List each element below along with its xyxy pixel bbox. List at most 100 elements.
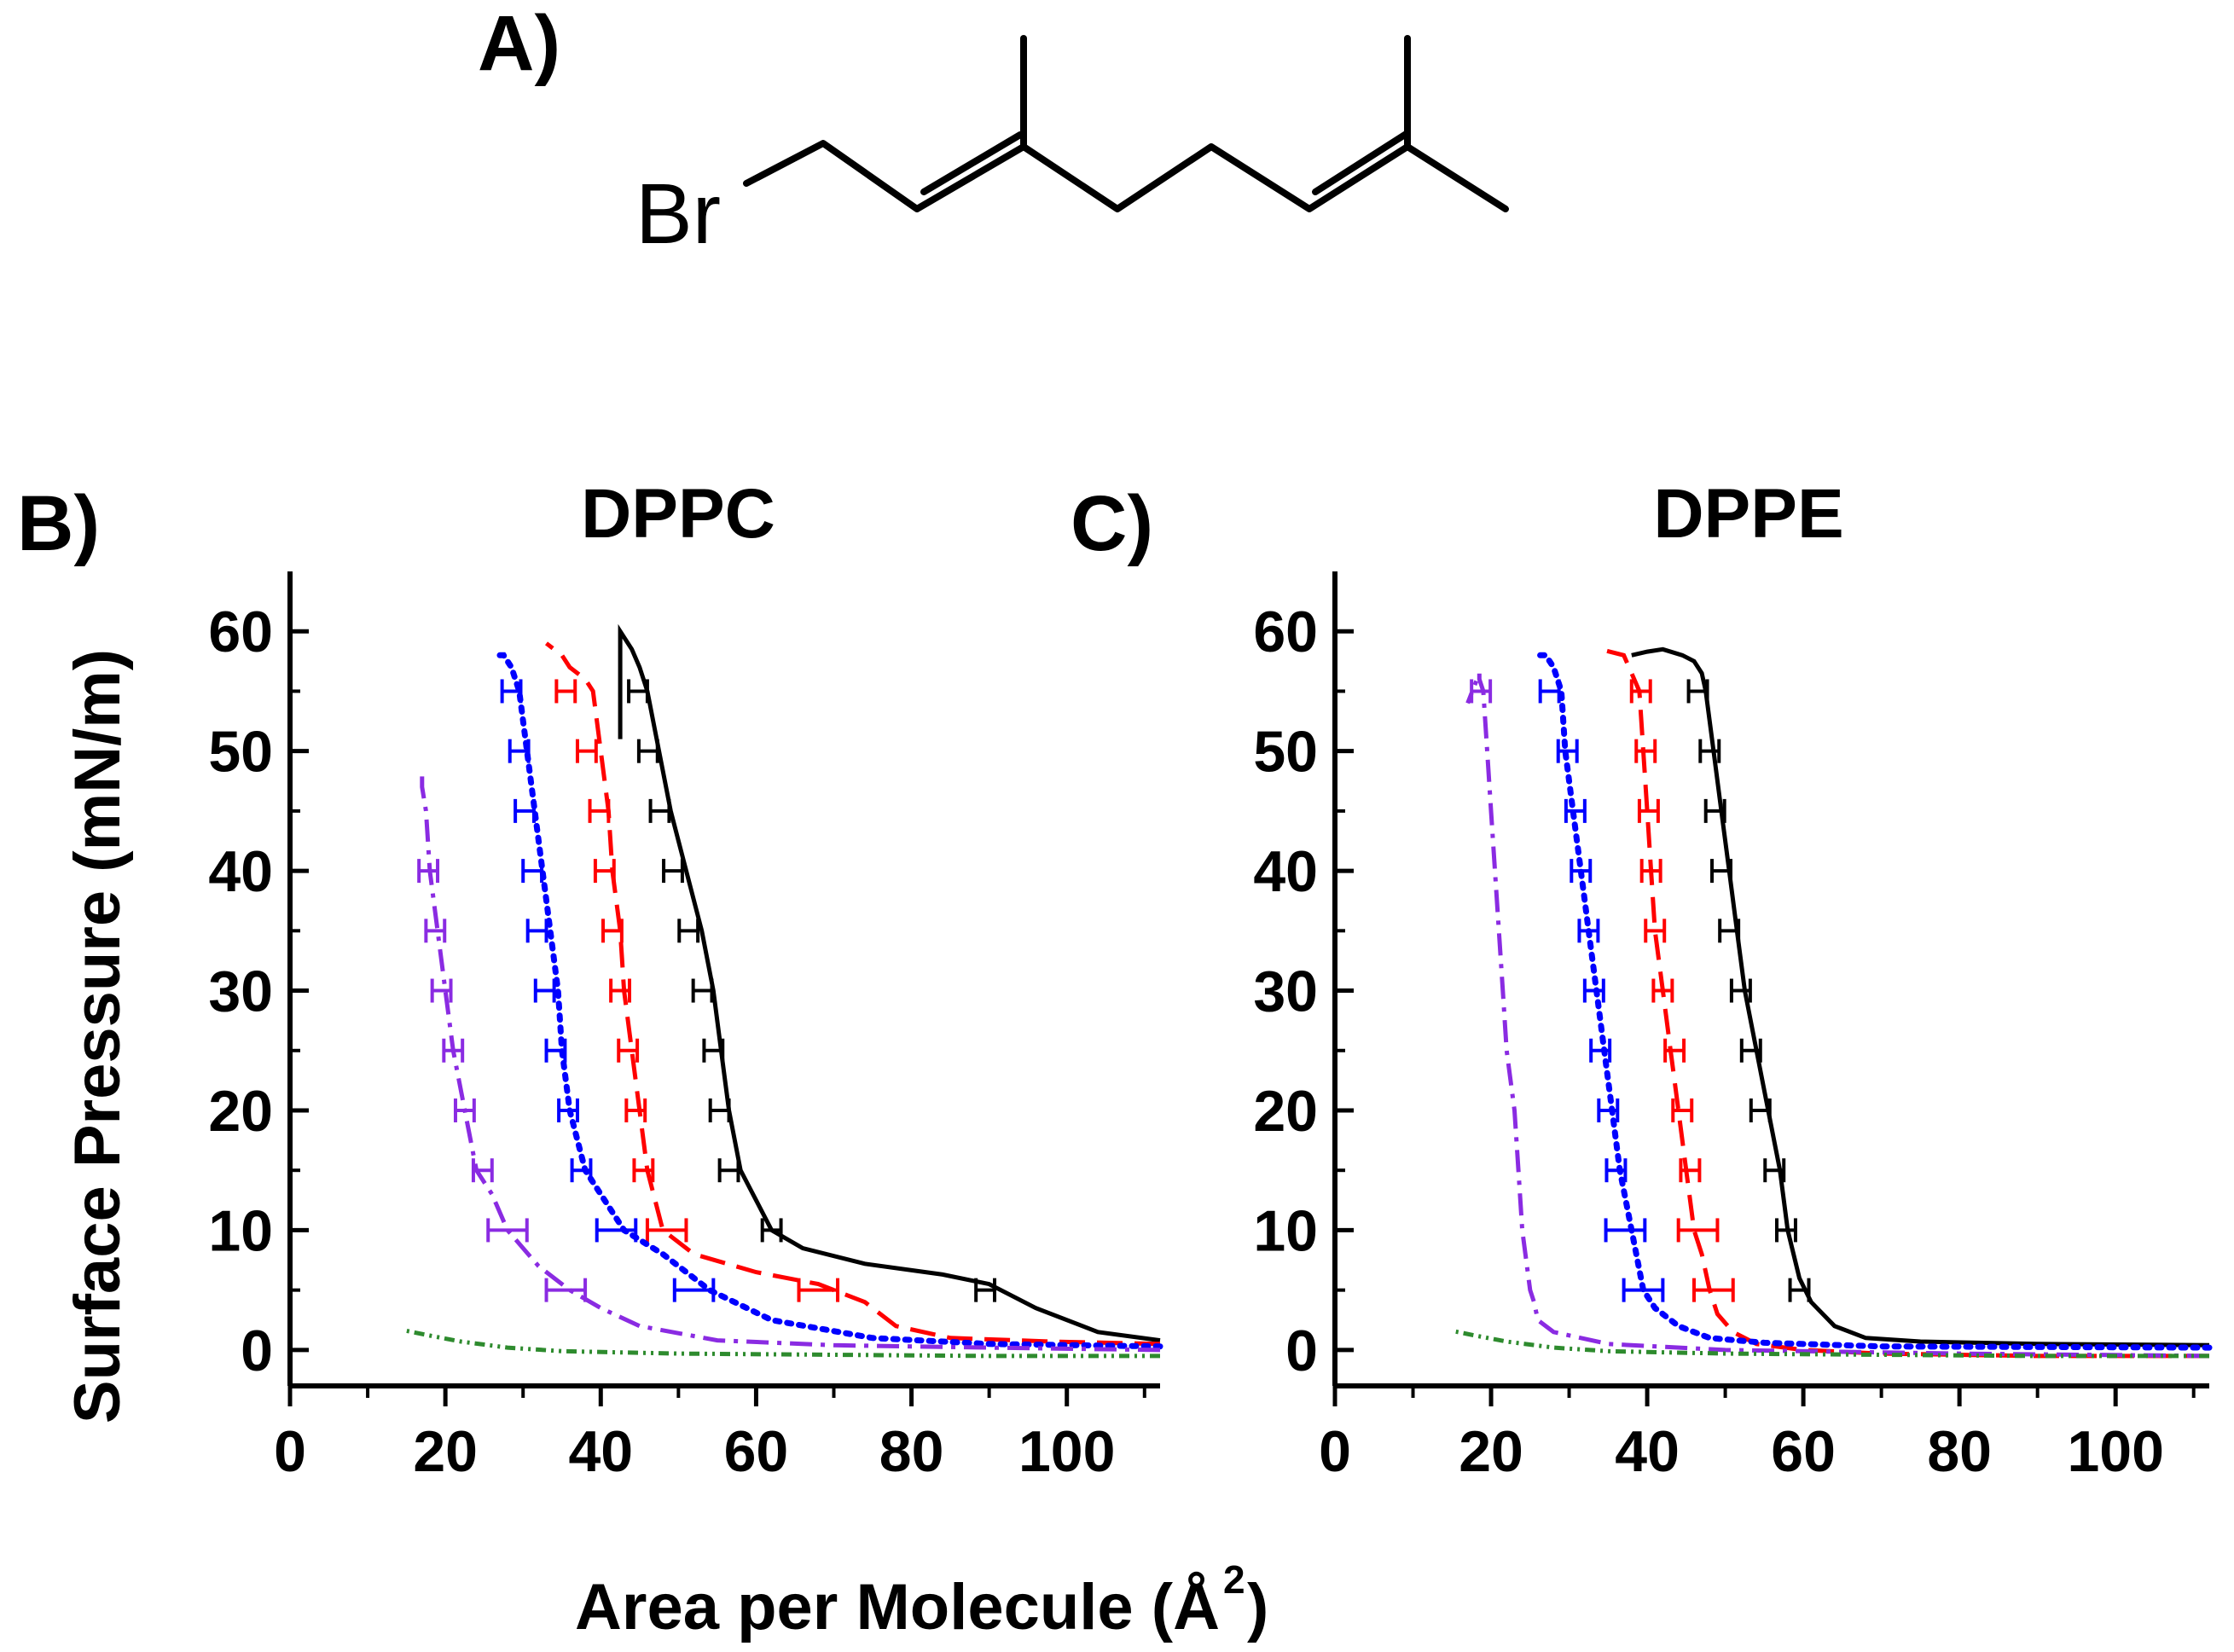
error-bar: [636, 739, 659, 763]
error-bar: [1718, 919, 1741, 943]
dppc-isotherm-chart: 0 10 20 30 40 50 60 0 20 40 60 80 100: [208, 571, 1163, 1484]
error-bar: [677, 919, 700, 943]
error-bar: [453, 1098, 476, 1122]
error-bar: [595, 1218, 638, 1243]
series-line-green-dashdotdot: [406, 1328, 1160, 1359]
error-bar: [1710, 859, 1732, 884]
panel-label-b: B): [17, 480, 100, 567]
error-bar: [1577, 919, 1600, 943]
error-bar: [1749, 1098, 1772, 1122]
error-bar: [514, 798, 536, 823]
error-bar: [533, 978, 556, 1003]
error-bar: [1470, 679, 1493, 704]
error-bar: [708, 1098, 731, 1122]
x-tick-label: 80: [1927, 1419, 1992, 1484]
y-tick-label: 10: [208, 1198, 273, 1263]
y-axis-label: Surface Pressure (mN/m): [61, 649, 134, 1423]
error-bar: [1604, 1158, 1628, 1183]
error-bar: [442, 1038, 465, 1063]
error-bar: [1634, 739, 1657, 763]
error-bar: [508, 739, 531, 763]
error-bar: [1676, 1218, 1720, 1243]
error-bar: [1671, 1098, 1694, 1122]
error-bar: [554, 679, 577, 704]
error-bar: [1691, 1278, 1735, 1302]
error-bar: [570, 1158, 593, 1183]
error-bar: [1698, 739, 1721, 763]
y-tick-label: 50: [1253, 720, 1318, 785]
error-bar: [1739, 1038, 1762, 1063]
series-line-purple-dashdot: [1465, 672, 2210, 1359]
x-tick-label: 0: [274, 1419, 306, 1484]
y-tick-label: 40: [1253, 839, 1318, 904]
error-bar: [471, 1158, 494, 1183]
error-bar: [544, 1038, 567, 1063]
error-bar: [702, 1038, 725, 1063]
x-tick-label: 80: [879, 1419, 944, 1484]
error-bar: [648, 798, 671, 823]
chart-title-dppc: DPPC: [581, 475, 775, 553]
error-bar: [1639, 859, 1662, 884]
x-axis-label-superscript: 2: [1223, 1557, 1245, 1602]
series-line-purple-dashdot: [420, 768, 1161, 1353]
error-bar: [1637, 798, 1660, 823]
chart-title-dppe: DPPE: [1653, 475, 1843, 553]
error-bar: [1582, 978, 1605, 1003]
y-tick-label: 50: [208, 720, 273, 785]
x-tick-label: 60: [1771, 1419, 1836, 1484]
series-line-green-dashdotdot: [1451, 1328, 2209, 1359]
series-line-red-dashed: [1599, 646, 2209, 1359]
series-line-blue-dotted: [1535, 652, 2213, 1351]
x-tick-label: 100: [1018, 1419, 1115, 1484]
x-tick-label: 60: [724, 1419, 789, 1484]
y-tick-label: 60: [1253, 600, 1318, 664]
molecule-double-bond-2: [1312, 130, 1411, 195]
error-bar: [645, 1218, 688, 1243]
x-axis-label: Area per Molecule (Å: [575, 1571, 1220, 1643]
x-tick-label: 40: [1615, 1419, 1680, 1484]
error-bar: [1663, 1038, 1686, 1063]
y-tick-label: 30: [208, 959, 273, 1024]
error-bar: [1556, 739, 1579, 763]
error-bar: [1703, 798, 1726, 823]
y-tick-label: 60: [208, 600, 273, 664]
error-bar: [1679, 1158, 1702, 1183]
error-bar: [430, 978, 453, 1003]
error-bar: [1564, 798, 1587, 823]
error-bar: [717, 1158, 740, 1183]
panel-label-a: A): [478, 0, 560, 87]
error-bar: [1604, 1218, 1647, 1243]
error-bar: [1622, 1278, 1665, 1302]
error-bar: [691, 978, 714, 1003]
error-bar: [593, 859, 616, 884]
error-bar: [521, 859, 544, 884]
error-bar: [424, 919, 447, 943]
x-axis-label-close: ): [1247, 1571, 1268, 1643]
error-bar: [588, 798, 611, 823]
y-tick-label: 0: [241, 1319, 273, 1383]
x-tick-label: 20: [413, 1419, 478, 1484]
error-bar: [632, 1158, 655, 1183]
error-bar: [760, 1218, 783, 1243]
x-tick-label: 20: [1459, 1419, 1523, 1484]
molecule-double-bond-1: [920, 131, 1024, 195]
error-bar: [624, 1098, 647, 1122]
error-bar: [609, 978, 631, 1003]
series-line-black-solid: [618, 623, 1161, 1343]
y-tick-label: 10: [1253, 1198, 1318, 1263]
error-bar: [1597, 1098, 1620, 1122]
molecule-structure: [743, 35, 1509, 212]
error-bar: [974, 1278, 997, 1302]
error-bar: [672, 1278, 716, 1302]
error-bar: [1729, 978, 1752, 1003]
error-bar: [575, 739, 598, 763]
error-bar: [1686, 679, 1709, 704]
y-tick-label: 0: [1285, 1319, 1318, 1383]
y-tick-label: 40: [208, 839, 273, 904]
y-tick-label: 30: [1253, 959, 1318, 1024]
x-tick-label: 0: [1319, 1419, 1351, 1484]
y-tick-label: 20: [208, 1079, 273, 1144]
error-bar: [500, 679, 523, 704]
x-tick-label: 40: [568, 1419, 633, 1484]
